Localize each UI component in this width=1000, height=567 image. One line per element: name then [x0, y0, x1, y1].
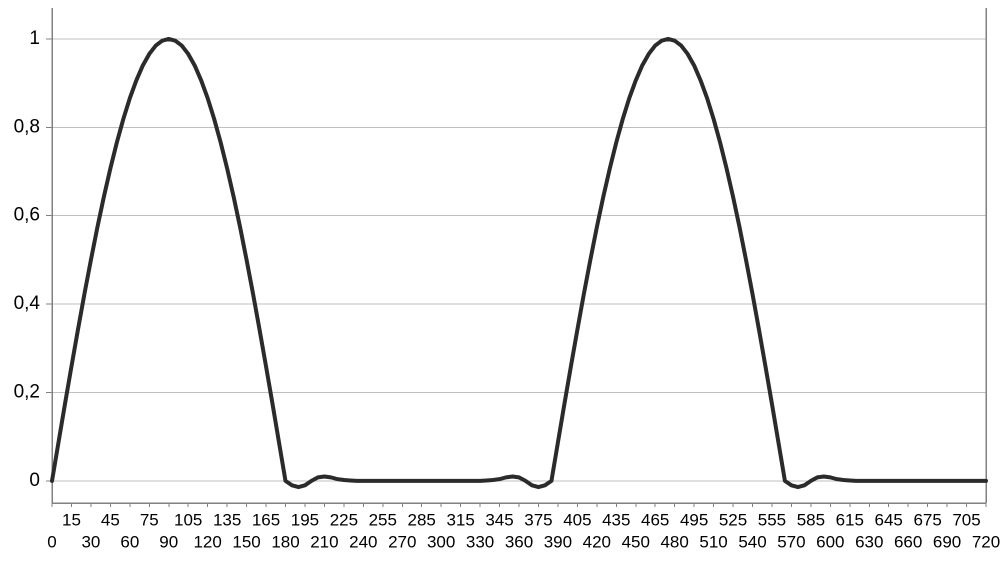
x-axis-label-row1: 15: [62, 510, 81, 529]
x-axis-label-row1: 495: [680, 510, 708, 529]
x-axis-label-row2: 90: [159, 532, 178, 551]
x-axis-label-row2: 180: [271, 532, 299, 551]
x-axis-label-row1: 645: [875, 510, 903, 529]
line-chart: 0 0,2 0,4 0,6 0,8 1 15 45 75 105 135 165 195 225 255 28…: [0, 0, 1000, 567]
x-axis-label-row2: 510: [699, 532, 727, 551]
x-axis-label-row2: 540: [738, 532, 766, 551]
series-line: [52, 39, 986, 487]
x-axis-label-row1: 705: [952, 510, 980, 529]
x-axis-label-row2: 150: [232, 532, 260, 551]
x-axis-label-row1: 105: [174, 510, 202, 529]
x-axis-label-row2: 480: [660, 532, 688, 551]
x-axis-label-row1: 675: [913, 510, 941, 529]
x-axis-label-row1: 585: [797, 510, 825, 529]
x-axis-label-row1: 165: [252, 510, 280, 529]
x-axis-label-row2: 690: [933, 532, 961, 551]
x-axis-label-row1: 135: [213, 510, 241, 529]
y-axis-label: 0,6: [14, 205, 40, 226]
x-axis-label-row2: 240: [349, 532, 377, 551]
chart-container: 0 0,2 0,4 0,6 0,8 1 15 45 75 105 135 165 195 225 255 28…: [0, 0, 1000, 567]
x-axis-label-row2: 330: [466, 532, 494, 551]
x-axis-labels: 15 45 75 105 135 165 195 225 255 285 315 345 375 405 4…: [47, 510, 1000, 551]
x-axis-label-row1: 315: [446, 510, 474, 529]
x-axis-label-row2: 270: [388, 532, 416, 551]
x-axis-label-row1: 75: [140, 510, 159, 529]
x-axis-label-row2: 390: [544, 532, 572, 551]
x-axis-label-row1: 45: [101, 510, 120, 529]
x-axis-label-row1: 195: [291, 510, 319, 529]
x-axis-label-row2: 630: [855, 532, 883, 551]
x-axis-label-row2: 30: [81, 532, 100, 551]
x-axis-label-row1: 465: [641, 510, 669, 529]
y-axis-label: 0: [29, 470, 40, 491]
x-axis-label-row1: 405: [563, 510, 591, 529]
x-axis-label-row2: 210: [310, 532, 338, 551]
x-axis-label-row2: 60: [120, 532, 139, 551]
x-axis-label-row2: 420: [583, 532, 611, 551]
x-axis-label-row2: 450: [622, 532, 650, 551]
x-axis-label-row2: 360: [505, 532, 533, 551]
x-axis-label-row2: 600: [816, 532, 844, 551]
x-axis-label-row2: 660: [894, 532, 922, 551]
x-axis-label-row1: 225: [330, 510, 358, 529]
x-axis-label-row2: 300: [427, 532, 455, 551]
y-axis-labels: 0 0,2 0,4 0,6 0,8 1: [14, 28, 41, 491]
x-axis-label-row1: 255: [369, 510, 397, 529]
x-axis-label-row1: 375: [524, 510, 552, 529]
x-axis-label-row2: 570: [777, 532, 805, 551]
x-axis-label-row1: 435: [602, 510, 630, 529]
y-axis-label: 0,4: [14, 293, 41, 314]
x-axis-label-row1: 615: [836, 510, 864, 529]
y-axis-label: 0,8: [14, 116, 40, 137]
x-axis-label-row2: 0: [47, 532, 56, 551]
y-axis-label: 1: [29, 28, 40, 49]
x-axis-label-row1: 345: [485, 510, 513, 529]
x-axis-label-row1: 525: [719, 510, 747, 529]
x-axis-label-row2: 120: [193, 532, 221, 551]
grid: [52, 39, 986, 481]
x-axis-label-row1: 285: [408, 510, 436, 529]
x-axis-label-row1: 555: [758, 510, 786, 529]
y-axis-label: 0,2: [14, 382, 40, 403]
y-ticks: [46, 39, 52, 481]
plot-frame: [52, 8, 986, 503]
x-axis-label-row2: 720: [972, 532, 1000, 551]
